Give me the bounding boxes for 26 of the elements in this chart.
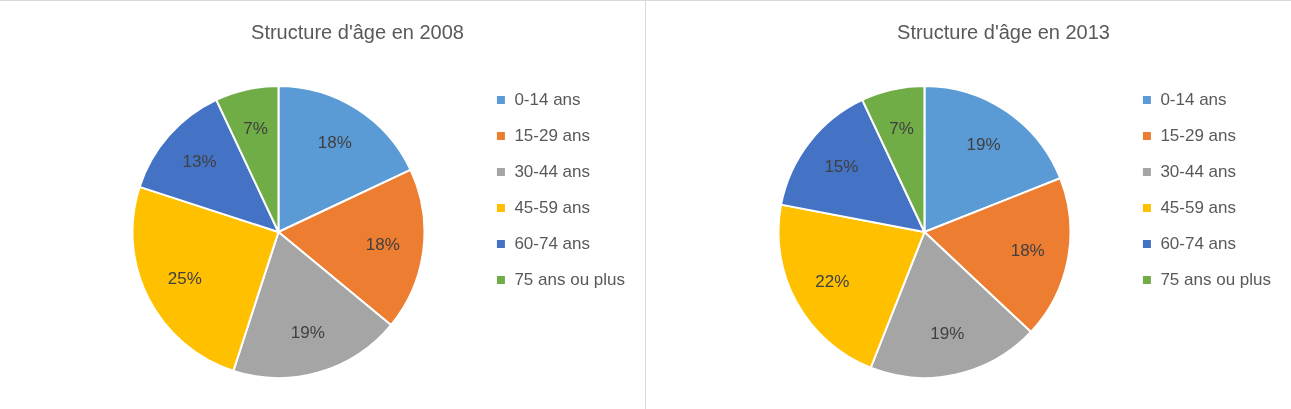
data-label: 25% [167,269,202,289]
legend-label: 15-29 ans [514,125,591,145]
data-label: 13% [182,152,217,172]
legend-label: 45-59 ans [514,197,591,217]
legend-label: 30-44 ans [514,161,591,181]
data-label: 7% [889,119,914,139]
legend-label: 30-44 ans [1160,161,1237,181]
legend-label: 45-59 ans [1160,197,1237,217]
legend-label: 75 ans ou plus [1160,269,1272,289]
legend-label: 0-14 ans [1160,89,1227,109]
data-label: 19% [290,322,325,342]
legend-label: 60-74 ans [1160,233,1237,253]
data-label: 18% [1010,241,1045,261]
data-label: 18% [317,132,352,152]
legend-label: 15-29 ans [1160,125,1237,145]
data-label: 7% [243,119,268,139]
data-label: 19% [966,134,1001,154]
legend-label: 0-14 ans [514,89,581,109]
legend-label: 60-74 ans [514,233,591,253]
chart-title: Structure d'âge en 2013 [897,20,1110,43]
data-label: 19% [930,324,965,344]
chart-title: Structure d'âge en 2008 [251,20,464,43]
legend-label: 75 ans ou plus [514,269,626,289]
data-label: 22% [815,272,850,292]
data-label: 18% [365,234,400,254]
data-label: 15% [824,157,859,177]
